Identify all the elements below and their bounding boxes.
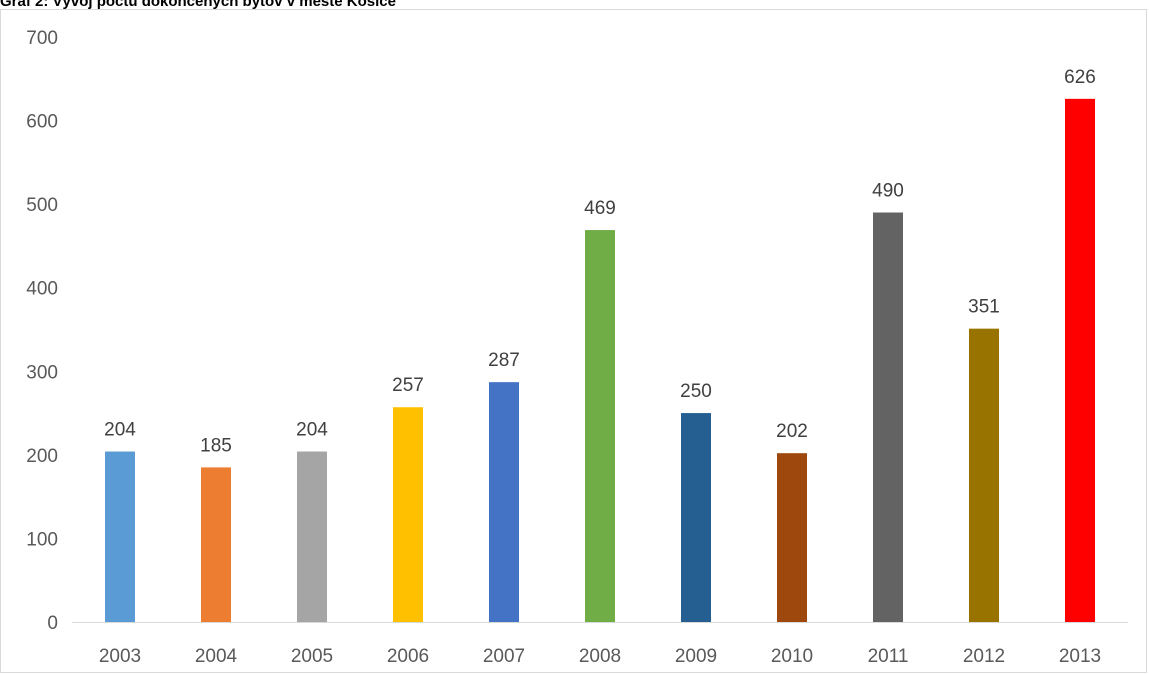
data-label-2004: 185 [200,435,232,456]
data-labels: 204 185 204 257 287 469 250 202 490 351 626 [104,67,1096,457]
chart-frame [0,9,1147,673]
y-tick-label: 400 [26,279,58,300]
bar-2004 [201,467,231,622]
data-label-2003: 204 [104,420,136,441]
bar-2012 [969,328,999,622]
x-tick-label-2005: 2005 [291,646,333,667]
y-tick-label: 200 [26,446,58,467]
data-label-2012: 351 [968,297,1000,318]
y-axis-labels: 0 100 200 300 400 500 600 700 [26,28,58,634]
x-tick-label-2011: 2011 [868,646,909,667]
x-tick-label-2007: 2007 [483,646,525,667]
bar-2003 [105,451,135,622]
bars [105,98,1095,623]
bar-2011 [873,212,903,622]
bar-2013 [1065,98,1095,623]
bar-2007 [489,382,519,622]
data-label-2010: 202 [776,421,808,442]
x-tick-label-2004: 2004 [195,646,238,667]
chart-title: Graf 2: Vývoj počtu dokončených bytov v … [0,0,396,10]
bar-2010 [777,453,807,622]
y-tick-label: 100 [26,529,58,550]
data-label-2011: 490 [872,181,904,202]
y-tick-label: 0 [47,613,58,634]
x-tick-label-2008: 2008 [579,646,621,667]
y-tick-label: 600 [26,112,58,133]
x-tick-label-2009: 2009 [675,646,717,667]
bar-2008 [585,230,615,623]
y-tick-label: 700 [26,28,58,49]
x-tick-label-2013: 2013 [1059,646,1101,667]
x-tick-label-2012: 2012 [963,646,1005,667]
x-tick-label-2010: 2010 [771,646,813,667]
x-tick-label-2003: 2003 [99,646,141,667]
y-tick-label: 300 [26,362,58,383]
x-axis-labels: 2003 2004 2005 2006 2007 2008 2009 2010 2011 2012… [99,646,1101,667]
bar-2005 [297,451,327,622]
data-label-2013: 626 [1064,67,1096,88]
data-label-2006: 257 [392,375,424,396]
data-label-2005: 204 [296,420,328,441]
bar-2009 [681,413,711,622]
data-label-2009: 250 [680,381,712,402]
data-label-2007: 287 [488,350,520,371]
data-label-2008: 469 [584,198,616,219]
y-tick-label: 500 [26,195,58,216]
bar-2006 [393,407,423,622]
x-tick-label-2006: 2006 [387,646,429,667]
